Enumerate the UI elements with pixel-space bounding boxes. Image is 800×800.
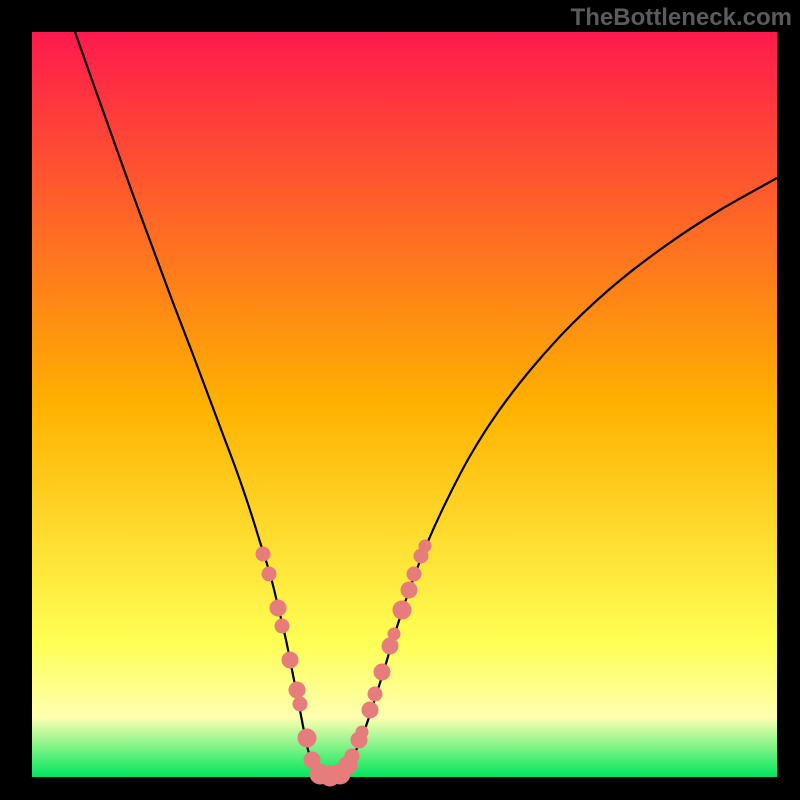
data-marker — [282, 652, 298, 668]
plot-group — [75, 32, 777, 786]
data-marker — [368, 687, 382, 701]
data-marker — [419, 540, 431, 552]
attribution-text: TheBottleneck.com — [571, 4, 792, 32]
bottleneck-curve-right — [326, 178, 777, 776]
data-marker — [388, 628, 400, 640]
data-marker — [401, 582, 417, 598]
data-marker — [298, 729, 316, 747]
data-marker — [356, 726, 368, 738]
data-marker — [289, 682, 305, 698]
data-marker — [345, 749, 359, 763]
data-marker — [362, 702, 378, 718]
chart-container: TheBottleneck.com — [0, 0, 800, 800]
chart-svg — [0, 0, 800, 800]
data-marker — [407, 567, 421, 581]
data-marker — [374, 664, 390, 680]
data-marker — [275, 619, 289, 633]
data-markers — [256, 540, 431, 786]
data-marker — [393, 601, 411, 619]
data-marker — [293, 697, 307, 711]
data-marker — [262, 567, 276, 581]
data-marker — [256, 547, 270, 561]
data-marker — [382, 638, 398, 654]
data-marker — [270, 600, 286, 616]
